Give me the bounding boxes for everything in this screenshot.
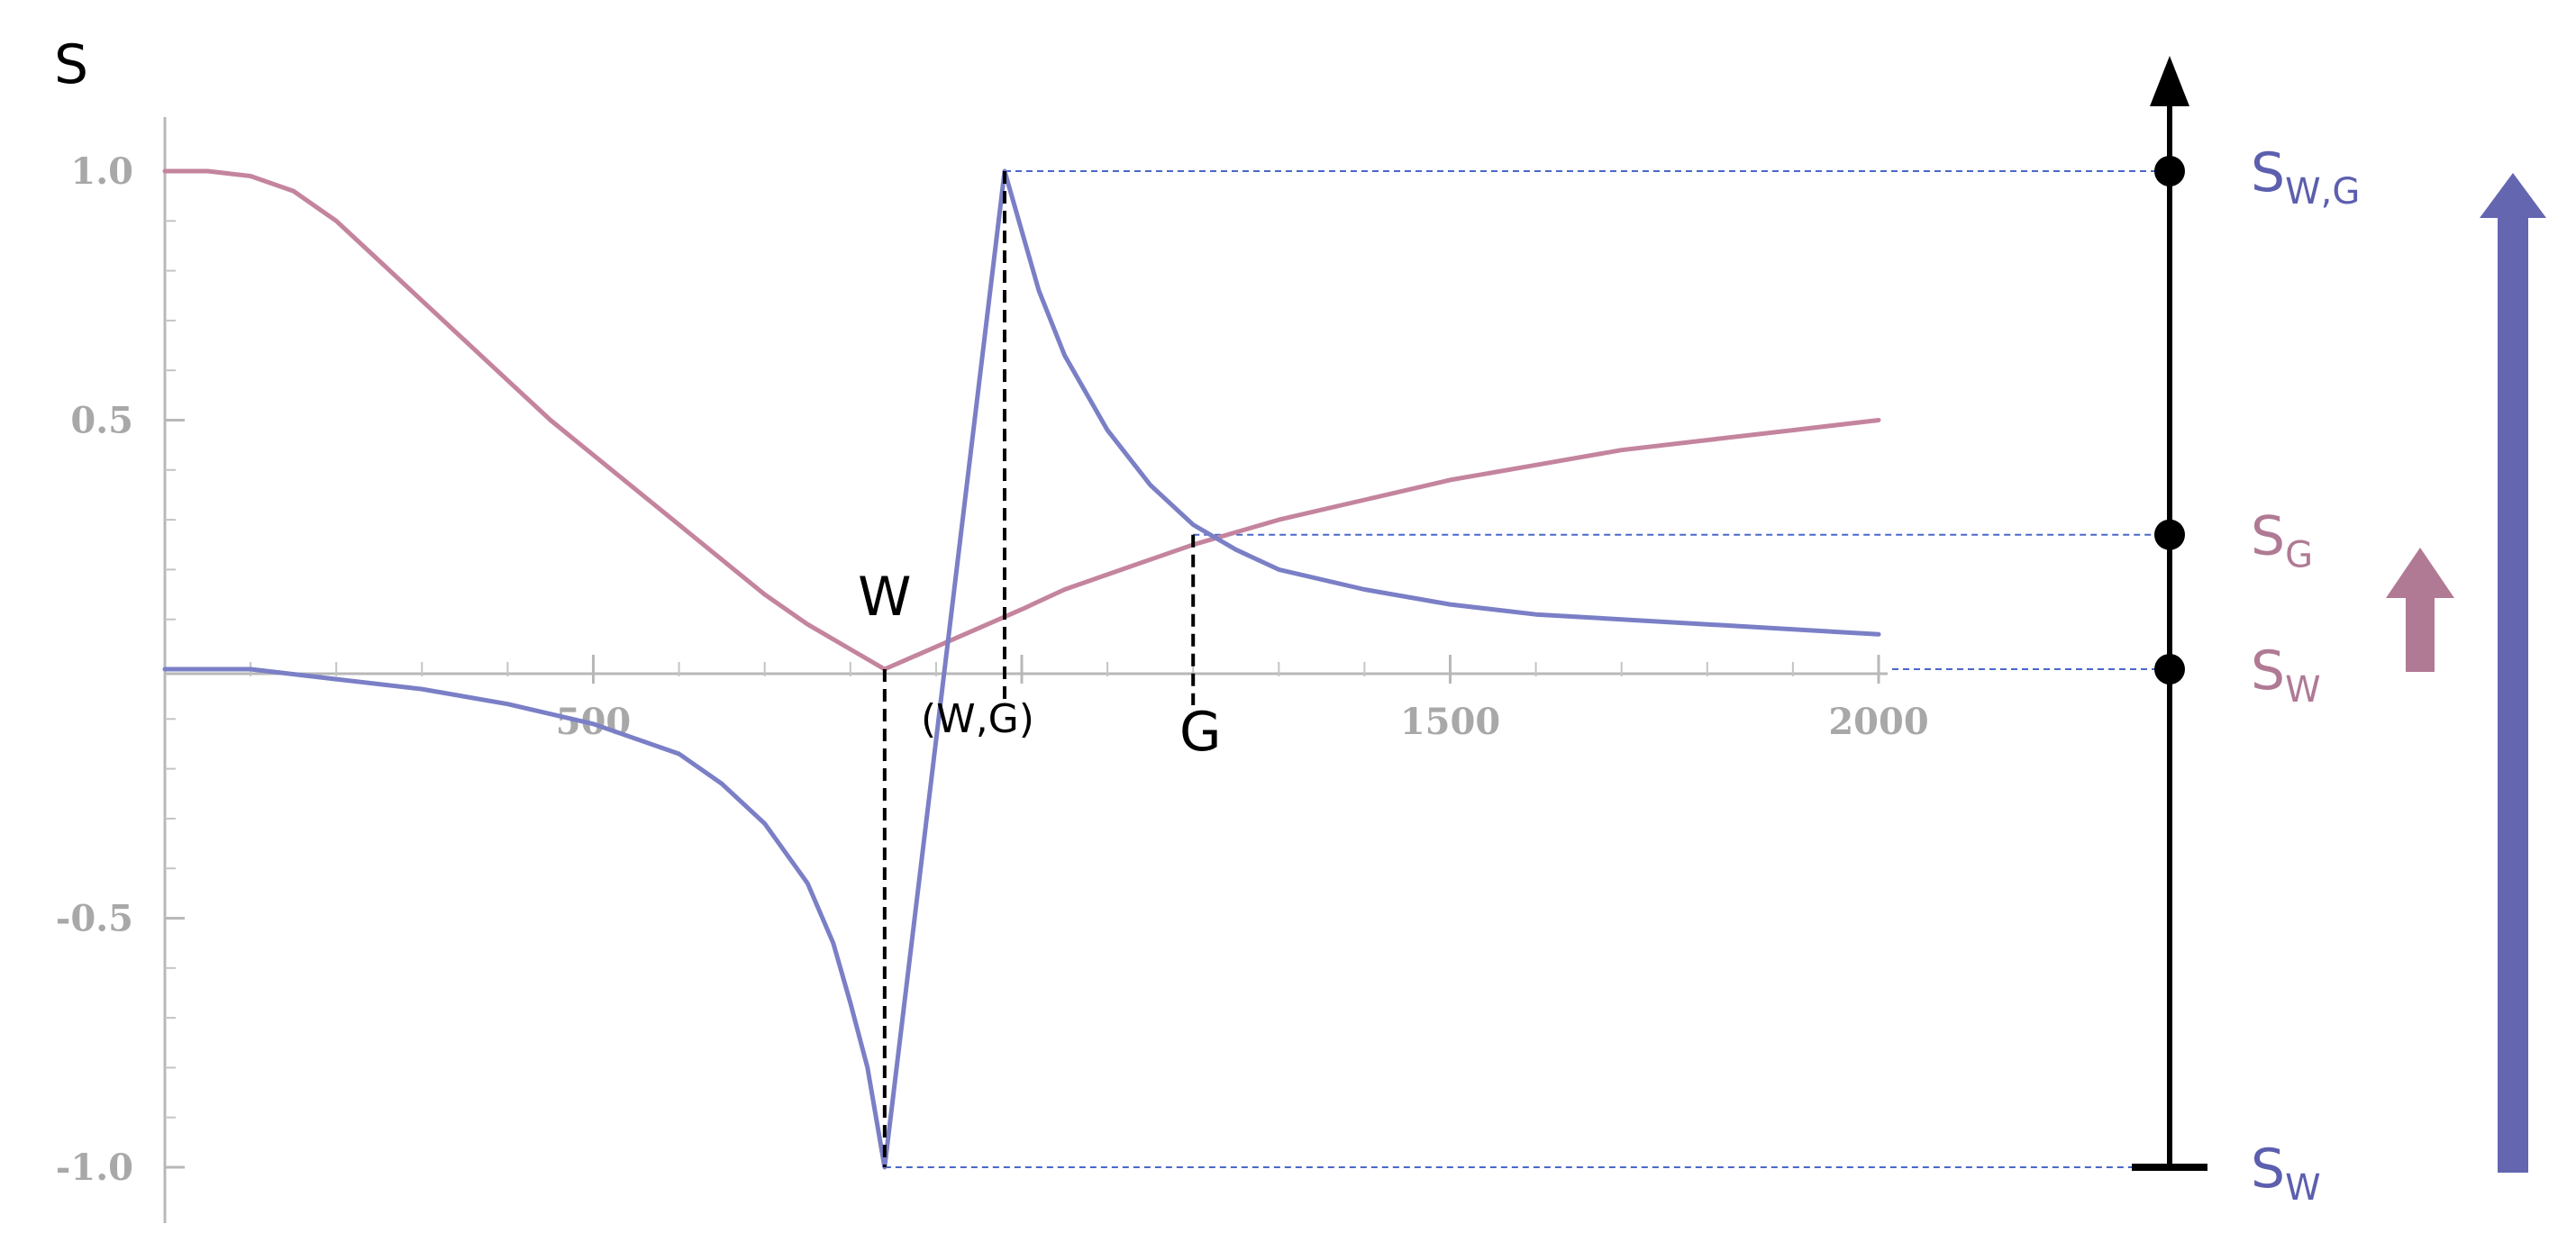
scale-label: SW — [2251, 1138, 2321, 1209]
scale-markers: SW,G SG SW SW — [2154, 141, 2360, 1209]
scale-label: SW — [2251, 639, 2321, 711]
axes — [163, 117, 1888, 1223]
scale-arrowhead — [2150, 56, 2189, 106]
series-group — [162, 168, 1881, 1170]
y-ticks: 1.0 0.5 -0.5 -1.0 — [56, 150, 185, 1189]
scale-dot — [2154, 654, 2185, 684]
g-point-label: G — [1179, 701, 1222, 764]
y-tick-label: -0.5 — [56, 898, 133, 940]
wg-point-label: (W,G) — [921, 696, 1034, 742]
scale-dot — [2154, 519, 2185, 550]
scale-label: SG — [2251, 505, 2313, 576]
x-tick-label: 2000 — [1828, 701, 1928, 743]
x-tick-label: 1500 — [1400, 701, 1500, 743]
y-tick-label: 0.5 — [70, 400, 133, 442]
w-point-label: W — [858, 566, 911, 629]
big-arrow-head — [2480, 173, 2546, 218]
drop-lines — [882, 171, 1196, 1167]
scale-dot — [2154, 156, 2185, 186]
y-tick-label: -1.0 — [56, 1147, 133, 1189]
scale-label: SW,G — [2251, 141, 2360, 213]
small-arrow-shaft — [2406, 596, 2435, 672]
series-line — [162, 168, 1881, 1170]
small-arrow-head — [2386, 548, 2454, 598]
y-tick-label: 1.0 — [70, 150, 133, 193]
s-scale — [2132, 56, 2207, 1171]
small-up-arrow — [2386, 548, 2454, 672]
guide-lines — [884, 170, 2170, 1168]
series-line — [162, 168, 1881, 672]
big-arrow-shaft — [2498, 216, 2528, 1173]
x-ticks: 500 1500 2000 — [556, 655, 1929, 743]
big-up-arrow — [2480, 173, 2546, 1173]
y-axis-title: S — [54, 33, 88, 96]
